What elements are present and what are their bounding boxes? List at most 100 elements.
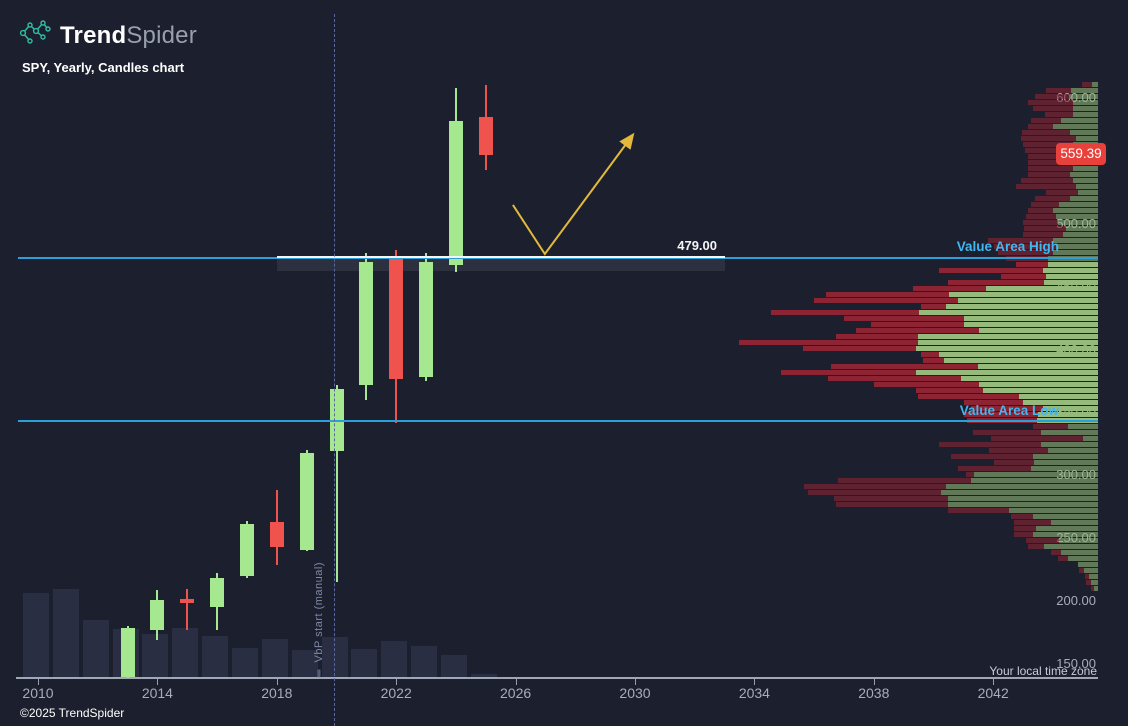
profile-buy-row [1053, 208, 1098, 213]
profile-buy-row [1023, 400, 1098, 405]
value-area-low-label: Value Area Low [959, 403, 1059, 418]
profile-sell-row [1086, 580, 1091, 585]
x-axis-tick-2038 [873, 679, 875, 685]
profile-buy-row [1009, 508, 1098, 513]
profile-buy-row [1033, 532, 1098, 537]
value-area-low-line[interactable] [18, 420, 1098, 423]
vbp-start-label: ‖ VbP start (manual) [313, 562, 325, 679]
profile-sell-row [994, 460, 1034, 465]
timezone-note[interactable]: Your local time zone [989, 664, 1097, 678]
profile-sell-row [1058, 556, 1068, 561]
profile-buy-row [958, 298, 1098, 303]
profile-sell-row [921, 304, 946, 309]
profile-sell-row [1022, 130, 1070, 135]
profile-sell-row [1035, 94, 1070, 99]
profile-sell-row [836, 502, 948, 507]
profile-sell-row [1014, 520, 1051, 525]
volume-bar-2018 [261, 639, 288, 678]
x-axis-label-2018: 2018 [261, 685, 293, 701]
profile-sell-row [804, 484, 946, 489]
profile-buy-row [944, 358, 1098, 363]
candle-body-2016 [210, 578, 225, 608]
profile-buy-row [1070, 172, 1098, 177]
profile-sell-row [739, 340, 918, 345]
profile-buy-row [1084, 568, 1098, 573]
manual-line-price-label: 479.00 [677, 238, 717, 253]
profile-buy-row [946, 304, 1098, 309]
profile-buy-row [1061, 550, 1098, 555]
x-axis-label-2030: 2030 [619, 685, 651, 701]
profile-sell-row [958, 466, 1031, 471]
candle-body-2020 [329, 388, 344, 452]
profile-sell-row [1045, 112, 1073, 117]
profile-sell-row [966, 472, 974, 477]
profile-sell-row [1026, 538, 1059, 543]
profile-sell-row [991, 436, 1083, 441]
profile-sell-row [1028, 208, 1053, 213]
profile-sell-row [1021, 178, 1073, 183]
profile-sell-row [918, 394, 1019, 399]
profile-sell-row [838, 478, 971, 483]
candle-body-2023 [419, 261, 434, 378]
profile-sell-row [1031, 202, 1059, 207]
profile-sell-row [1046, 88, 1071, 93]
manual-price-line[interactable] [276, 256, 725, 259]
x-axis-label-2038: 2038 [858, 685, 890, 701]
profile-sell-row [1033, 424, 1068, 429]
x-axis-label-2014: 2014 [141, 685, 173, 701]
profile-sell-row [1021, 136, 1076, 141]
profile-buy-row [1073, 166, 1098, 171]
trendspider-logo: Trend Spider [18, 18, 197, 53]
x-axis-tick-2026 [515, 679, 517, 685]
profile-sell-row [939, 442, 1041, 447]
profile-buy-row [1078, 562, 1098, 567]
profile-buy-row [1048, 262, 1098, 267]
candle-body-2019 [299, 452, 314, 550]
profile-buy-row [974, 472, 1098, 477]
x-axis-line [16, 677, 1098, 679]
profile-sell-row [856, 328, 979, 333]
profile-buy-row [1066, 226, 1098, 231]
profile-sell-row [1033, 106, 1073, 111]
profile-buy-row [919, 310, 1098, 315]
profile-sell-row [964, 412, 1038, 417]
profile-buy-row [1053, 238, 1098, 243]
x-axis-tick-2034 [754, 679, 756, 685]
profile-buy-row [1094, 586, 1098, 591]
profile-buy-row [964, 316, 1098, 321]
profile-buy-row [939, 352, 1098, 357]
x-axis-label-2010: 2010 [22, 685, 54, 701]
profile-buy-row [1068, 424, 1098, 429]
profile-buy-row [1046, 274, 1098, 279]
profile-buy-row [1076, 136, 1098, 141]
profile-buy-row [1031, 466, 1098, 471]
volume-bar-2017 [231, 648, 258, 678]
profile-sell-row [1028, 172, 1070, 177]
profile-sell-row [1051, 550, 1061, 555]
volume-bar-2016 [202, 636, 229, 678]
vbp-start-dashed-line[interactable] [334, 14, 335, 726]
profile-buy-row [1061, 118, 1098, 123]
profile-sell-row [1028, 100, 1073, 105]
drawn-zone[interactable] [276, 258, 725, 271]
profile-buy-row [1041, 430, 1098, 435]
profile-sell-row [1028, 154, 1068, 159]
profile-sell-row [781, 370, 916, 375]
profile-sell-row [808, 490, 941, 495]
profile-sell-row [989, 448, 1048, 453]
profile-sell-row [1035, 196, 1070, 201]
x-axis-tick-2042 [993, 679, 995, 685]
profile-buy-row [1073, 106, 1098, 111]
profile-sell-row [973, 430, 1041, 435]
profile-buy-row [1053, 250, 1098, 255]
profile-sell-row [948, 280, 1044, 285]
profile-buy-row [1053, 124, 1098, 129]
profile-buy-row [1044, 280, 1098, 285]
profile-buy-row [964, 322, 1098, 327]
trendspider-network-icon [18, 18, 52, 53]
volume-bar-2019 [291, 650, 318, 678]
profile-sell-row [844, 316, 964, 321]
profile-sell-row [1016, 262, 1048, 267]
volume-bar-2022 [381, 641, 408, 678]
